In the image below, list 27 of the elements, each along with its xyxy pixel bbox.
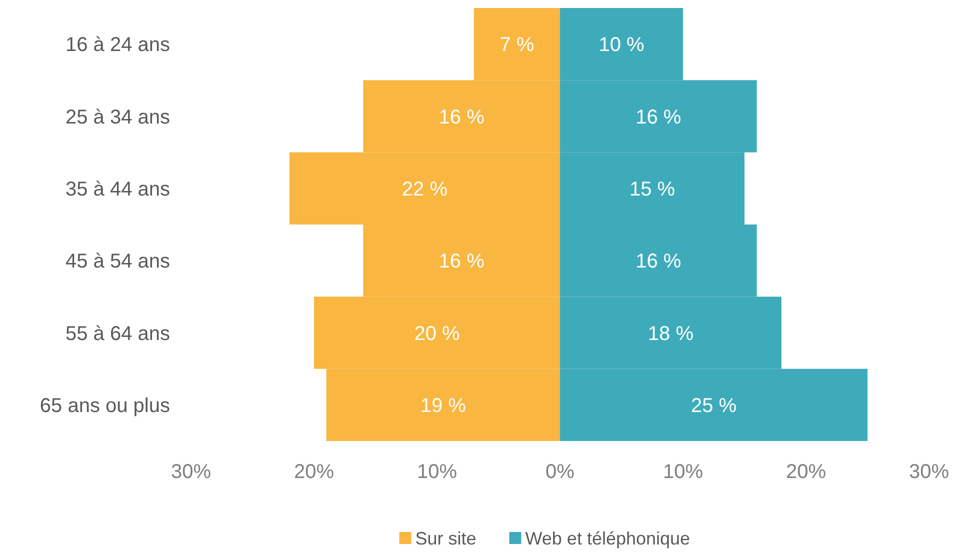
data-label: 7 % bbox=[500, 34, 534, 56]
data-label: 15 % bbox=[629, 178, 676, 200]
y-tick-label: 65 ans ou plus bbox=[40, 394, 170, 417]
data-label: 25 % bbox=[690, 394, 737, 417]
x-tick-label: 30% bbox=[908, 461, 950, 483]
x-tick-label: 0% bbox=[546, 461, 575, 483]
data-label: 18 % bbox=[648, 322, 694, 345]
y-tick-label: 55 à 64 ans bbox=[65, 322, 170, 345]
data-label: 22 % bbox=[402, 178, 448, 200]
data-label: 16 % bbox=[636, 250, 682, 273]
legend-label: Sur site bbox=[415, 528, 476, 548]
legend-label: Web et téléphonique bbox=[525, 528, 690, 548]
data-label: 16 % bbox=[636, 106, 682, 128]
x-tick-label: 20% bbox=[294, 461, 334, 483]
y-tick-label: 45 à 54 ans bbox=[65, 250, 170, 273]
x-tick-label: 10% bbox=[416, 461, 458, 483]
x-tick-label: 30% bbox=[170, 461, 212, 483]
y-tick-label: 16 à 24 ans bbox=[65, 34, 170, 56]
data-label: 20 % bbox=[414, 322, 460, 345]
data-label: 16 % bbox=[438, 250, 485, 273]
data-label: 10 % bbox=[598, 34, 645, 56]
y-tick-label: 25 à 34 ans bbox=[65, 106, 170, 128]
x-tick-label: 20% bbox=[786, 461, 826, 483]
y-tick-label: 35 à 44 ans bbox=[65, 178, 170, 200]
data-label: 19 % bbox=[420, 394, 466, 417]
data-label: 16 % bbox=[438, 106, 485, 128]
x-tick-label: 10% bbox=[662, 461, 704, 483]
